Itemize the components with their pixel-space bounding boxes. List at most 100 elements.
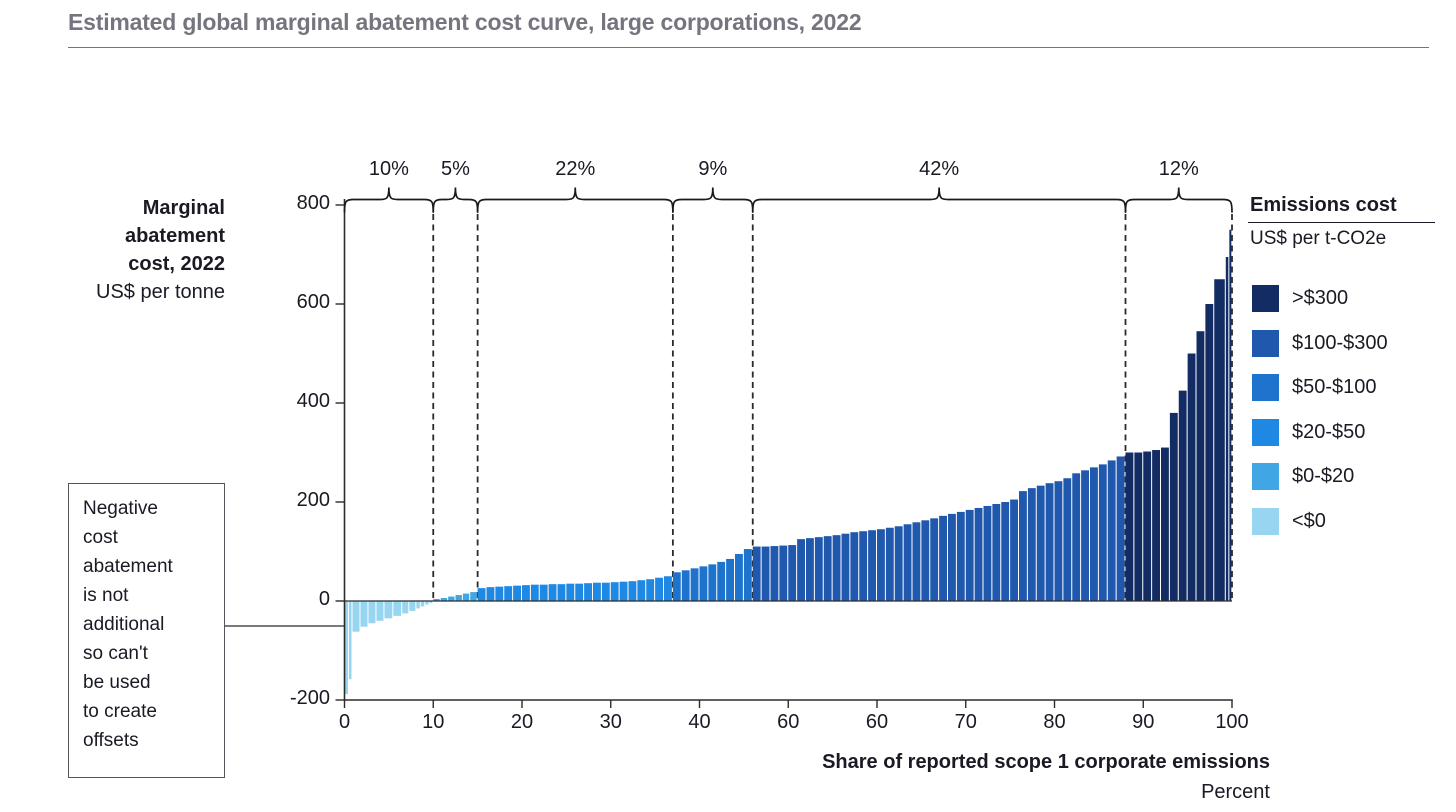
bar <box>823 536 832 601</box>
bar <box>348 601 352 680</box>
bar <box>1205 304 1214 601</box>
bar <box>1001 502 1010 601</box>
bar <box>344 601 348 695</box>
bar <box>921 520 930 601</box>
bar <box>779 545 788 601</box>
x-axis-unit: Percent <box>1201 781 1270 803</box>
bar <box>690 568 699 601</box>
bar <box>664 576 672 601</box>
bar <box>797 539 805 601</box>
note-text: Negative cost abatement is not additiona… <box>83 498 173 751</box>
bar <box>894 526 903 601</box>
bar <box>806 538 814 601</box>
y-axis-title-line: cost, 2022 <box>128 253 225 275</box>
x-axis-title: Share of reported scope 1 corporate emis… <box>822 751 1270 773</box>
bar <box>1072 473 1081 601</box>
segment-brace <box>432 187 479 213</box>
bar <box>557 584 566 601</box>
y-axis-title-line: abatement <box>124 225 225 247</box>
bar <box>566 583 575 601</box>
bar <box>726 558 734 601</box>
legend-item-label: $100-$300 <box>1292 331 1388 354</box>
bar <box>832 535 841 601</box>
x-tick-label: 0 <box>338 711 351 733</box>
legend-item-label: <$0 <box>1292 510 1326 532</box>
bar <box>699 566 708 601</box>
legend-header: Emissions cost <box>1250 194 1397 216</box>
bar <box>814 537 823 601</box>
bar <box>575 583 584 601</box>
bar <box>992 503 1001 601</box>
y-tick-label: -200 <box>289 687 330 709</box>
segment-share-label: 10% <box>368 158 409 180</box>
segment-share-label: 9% <box>698 158 728 180</box>
y-tick-label: 600 <box>296 291 330 313</box>
bar <box>903 524 912 601</box>
bar <box>1010 499 1018 601</box>
bar <box>1161 447 1169 601</box>
bar <box>743 549 752 601</box>
bar <box>470 592 477 601</box>
bar <box>360 601 368 627</box>
x-tick-label: 100 <box>1215 711 1249 733</box>
bar <box>513 585 521 601</box>
segment-brace <box>476 187 674 213</box>
note-box: Negative cost abatement is not additiona… <box>68 483 225 778</box>
segment-share-label: 12% <box>1158 158 1199 180</box>
y-tick-label: 200 <box>296 489 330 511</box>
x-tick-label: 30 <box>599 711 622 733</box>
legend-item-label: $50-$100 <box>1292 376 1377 399</box>
bar <box>948 513 956 601</box>
bar <box>912 522 921 601</box>
bar <box>788 545 797 601</box>
bar <box>1090 467 1098 601</box>
bar <box>761 546 770 601</box>
bar <box>1229 229 1232 601</box>
y-axis-unit: US$ per tonne <box>96 281 225 303</box>
bar <box>548 584 557 601</box>
bar <box>1187 353 1196 601</box>
bar <box>974 507 983 601</box>
x-tick-label: 60 <box>777 711 800 733</box>
legend-item-label: >$300 <box>1292 287 1349 309</box>
bar <box>448 596 455 601</box>
bar <box>1036 485 1045 601</box>
legend-swatch <box>1252 285 1279 312</box>
bar <box>1019 491 1027 601</box>
bar <box>1063 478 1072 601</box>
bar <box>735 553 743 601</box>
bar <box>486 587 495 601</box>
bar <box>1027 488 1036 601</box>
bar <box>1045 483 1054 601</box>
bar <box>402 601 409 614</box>
legend-swatch <box>1252 508 1279 535</box>
y-tick-label: 400 <box>296 390 330 412</box>
bar <box>868 530 876 601</box>
title-rule <box>68 47 1429 48</box>
bar <box>859 531 868 601</box>
segment-share-label: 22% <box>555 158 596 180</box>
legend-item-label: $20-$50 <box>1292 420 1366 443</box>
legend-subtitle: US$ per t-CO2e <box>1250 228 1387 249</box>
bar <box>539 584 548 601</box>
y-axis-title: Marginal abatement cost, 2022 US$ per to… <box>58 194 225 306</box>
y-tick-label: 800 <box>296 192 330 214</box>
legend-swatch <box>1252 463 1279 491</box>
bar <box>601 582 610 601</box>
bar <box>646 579 655 601</box>
legend-swatch <box>1252 418 1279 446</box>
segment-share-label: 5% <box>440 158 470 180</box>
bar <box>841 533 850 601</box>
segment-brace <box>751 187 1127 213</box>
bar <box>1134 452 1143 601</box>
segment-brace <box>672 187 754 213</box>
bar <box>416 601 420 609</box>
bar <box>752 546 761 601</box>
bar <box>672 572 681 601</box>
bar <box>1196 331 1205 601</box>
legend-swatch <box>1252 329 1279 357</box>
bar <box>393 601 402 616</box>
legend-swatch <box>1252 374 1279 402</box>
bar <box>877 529 885 601</box>
